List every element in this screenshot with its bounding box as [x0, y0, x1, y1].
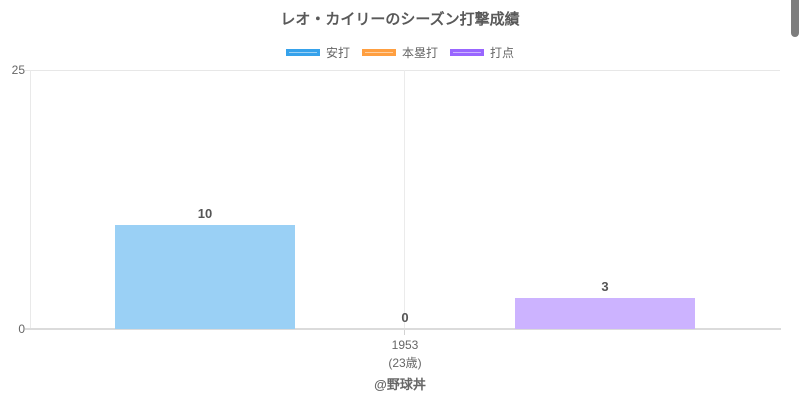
x-axis-tick	[404, 329, 405, 335]
x-axis-line	[25, 328, 781, 330]
legend-swatch-home-runs	[361, 49, 396, 56]
bar-value-home-runs: 0	[401, 310, 409, 325]
y-axis-line	[30, 70, 31, 329]
legend-swatch-hits	[285, 49, 320, 56]
y-tick-label-25: 25	[11, 63, 25, 77]
plot-area: 10 0 3	[25, 70, 781, 335]
scrollbar-thumb[interactable]	[791, 0, 799, 37]
legend-item-home-runs[interactable]: 本塁打	[361, 44, 438, 61]
legend-label-hits: 安打	[325, 46, 350, 60]
chart-title: レオ・カイリーのシーズン打撃成績	[280, 11, 520, 28]
gridline-25	[25, 70, 780, 71]
bar-rbi[interactable]	[515, 298, 695, 329]
y-tick-label-0: 0	[18, 322, 25, 336]
x-tick-label-age: (23歳)	[388, 356, 422, 370]
legend-item-hits[interactable]: 安打	[285, 44, 350, 61]
legend: 安打 本塁打 打点	[0, 44, 800, 61]
gridline-category-center	[404, 70, 405, 329]
bar-value-rbi: 3	[601, 279, 609, 294]
legend-label-home-runs: 本塁打	[401, 46, 438, 60]
legend-item-rbi[interactable]: 打点	[450, 44, 514, 61]
x-tick-label-year: 1953	[391, 338, 419, 352]
legend-swatch-rbi	[450, 49, 484, 56]
bar-hits[interactable]	[115, 225, 295, 329]
bar-value-hits: 10	[197, 206, 213, 221]
legend-label-rbi: 打点	[490, 46, 515, 60]
credit-text: @野球丼	[374, 377, 426, 392]
